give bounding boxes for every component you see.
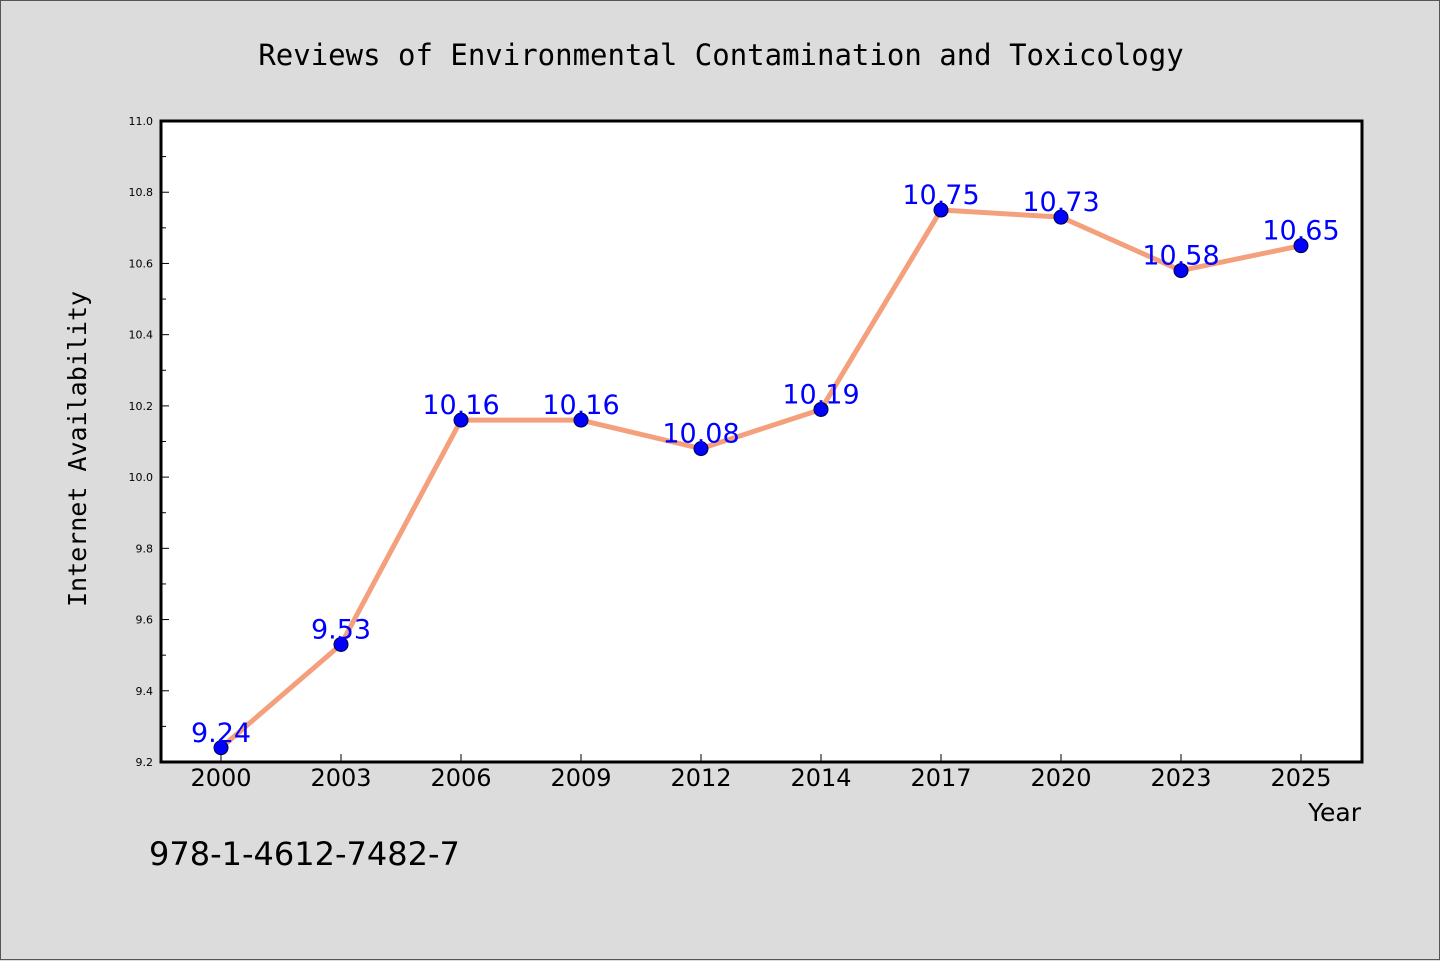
x-tick-label: 2025 [1270, 764, 1331, 792]
data-label: 10.65 [1262, 216, 1339, 247]
series-line [218, 207, 1304, 751]
plot-border [159, 119, 1364, 764]
marker-group [213, 202, 1309, 756]
y-tick-label: 11.0 [129, 115, 154, 128]
y-tick-label: 10.0 [129, 471, 154, 484]
data-label: 10.16 [422, 390, 499, 421]
x-tick-label: 2017 [910, 764, 971, 792]
x-tick-label: 2012 [670, 764, 731, 792]
data-label: 10.16 [542, 390, 619, 421]
data-point-marker [573, 412, 589, 428]
x-tick-label: 2003 [310, 764, 371, 792]
data-point-marker [333, 636, 349, 652]
data-point-marker [213, 740, 229, 756]
y-tick-label: 9.4 [136, 685, 154, 698]
x-tick-label: 2020 [1030, 764, 1091, 792]
data-point-marker [453, 412, 469, 428]
y-tick-label: 9.6 [136, 614, 154, 627]
data-label: 10.75 [902, 180, 979, 211]
data-point-marker [933, 202, 949, 218]
x-axis: 2000 2003 2006 2009 2012 2014 2017 2020 2023 2025 [190, 754, 1332, 792]
plot-area [161, 121, 1362, 762]
x-axis-label: Year [1307, 798, 1362, 827]
y-tick-label: 10.4 [129, 329, 154, 342]
data-label: 10.73 [1022, 187, 1099, 218]
chart-title: Reviews of Environmental Contamination a… [258, 38, 1183, 72]
y-axis-label: Internet Availability [63, 291, 92, 607]
y-tick-label: 10.2 [129, 400, 154, 413]
y-tick-label: 10.8 [129, 186, 154, 199]
series-line-group [218, 207, 1304, 751]
y-tick-label: 10.6 [129, 257, 154, 270]
isbn-annotation: 978-1-4612-7482-7 [149, 835, 460, 873]
data-point-marker [1293, 238, 1309, 254]
x-tick-label: 2000 [190, 764, 251, 792]
data-label: 10.58 [1142, 241, 1219, 272]
data-label: 10.08 [662, 419, 739, 450]
data-point-marker [1173, 263, 1189, 279]
x-tick-label: 2014 [790, 764, 851, 792]
data-label: 9.24 [191, 718, 251, 749]
data-point-marker [813, 401, 829, 417]
y-tick-label: 9.2 [136, 756, 154, 769]
x-tick-label: 2006 [430, 764, 491, 792]
data-label: 9.53 [311, 614, 371, 645]
x-tick-label: 2009 [550, 764, 611, 792]
data-label: 10.19 [782, 379, 859, 410]
data-label-group: 9.24 9.53 10.16 10.16 10.08 10.19 10.75 10.73 10… [191, 180, 1340, 749]
y-tick-label: 9.8 [136, 542, 154, 555]
data-point-marker [693, 441, 709, 457]
y-axis: 9.2 9.4 9.6 9.8 10.0 10.2 10.4 10.6 10.8 11.0 [129, 115, 169, 769]
x-tick-label: 2023 [1150, 764, 1211, 792]
data-point-marker [1053, 209, 1069, 225]
